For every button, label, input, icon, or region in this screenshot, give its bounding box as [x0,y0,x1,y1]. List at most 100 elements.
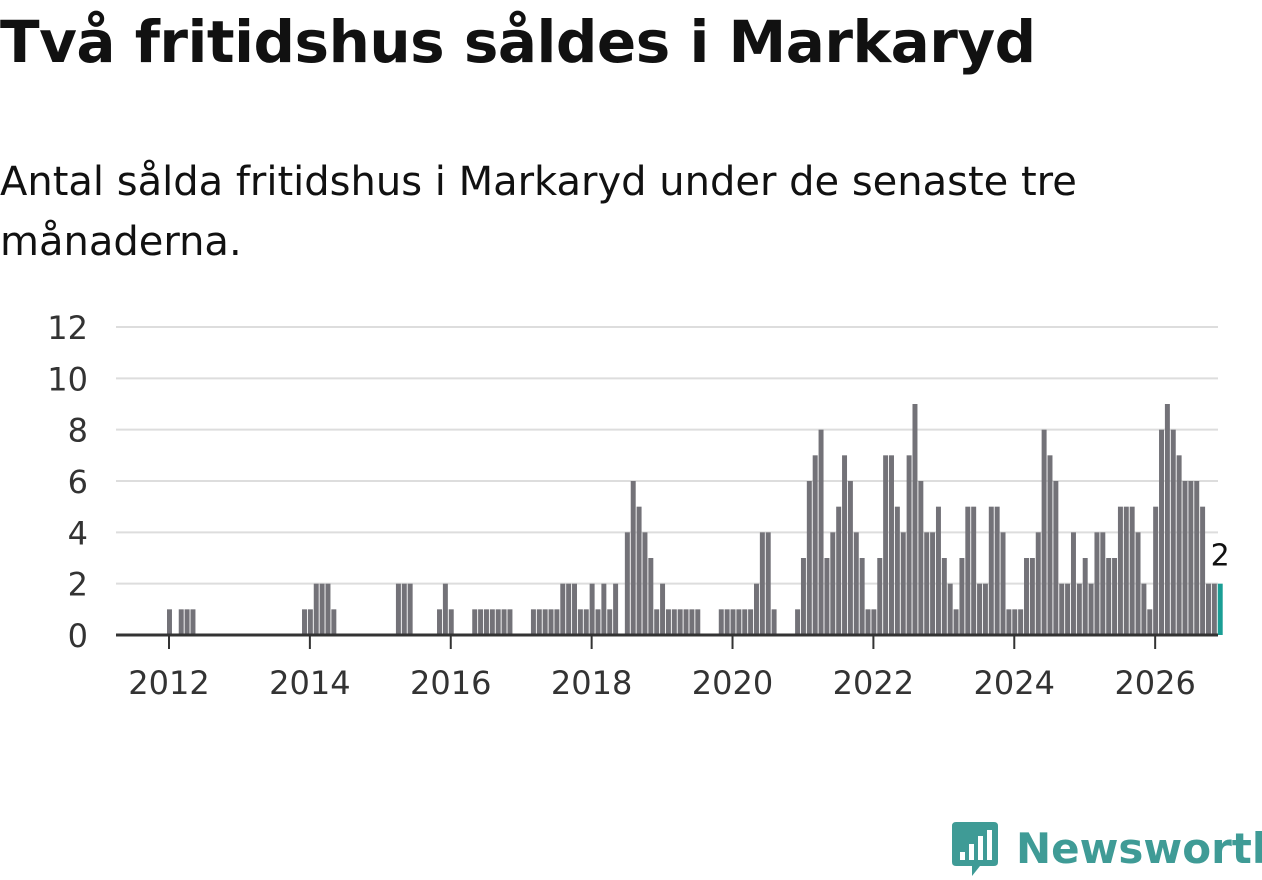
bar [1182,481,1188,635]
bar [1147,609,1153,635]
bar [1018,609,1024,635]
bar [630,481,636,635]
bar [889,455,894,635]
bar-latest [1217,583,1223,635]
y-tick-label-4: 4 [68,514,88,552]
bar [1035,532,1041,635]
bar [677,609,683,635]
bar [1159,429,1164,635]
x-tick-label-2026: 2026 [1114,664,1195,702]
bar [683,609,689,635]
bar [542,609,548,635]
bar [560,583,566,635]
bar [994,506,1000,635]
bar [1153,506,1159,635]
bar [1129,506,1135,635]
bar [853,532,859,635]
bar [448,609,454,635]
grid-lines [116,326,1218,585]
bar [437,609,442,635]
bar [1041,429,1047,635]
bar [859,558,865,635]
bar [1117,506,1123,635]
bar [671,609,677,635]
bar [307,609,313,635]
bar [1112,558,1118,635]
bar [971,506,977,635]
bar [190,609,196,635]
bar [607,609,613,635]
bar [648,558,654,635]
bar [478,609,484,635]
bar [331,609,337,635]
bar [959,558,965,635]
bar [595,609,601,635]
bar [624,532,630,635]
bar [184,609,190,635]
bar [665,609,671,635]
x-tick-label-2020: 2020 [692,664,773,702]
bar [1188,481,1194,635]
bar [583,609,589,635]
bar [636,506,642,635]
bar [718,609,724,635]
x-tick-label-2014: 2014 [269,664,350,702]
y-tick-label-10: 10 [47,360,88,398]
bar [965,506,971,635]
bar [742,609,748,635]
bar [1082,558,1088,635]
bar [642,532,648,635]
newsworthy-logo: Newsworthy [950,816,1262,880]
y-tick-label-12: 12 [47,309,88,347]
bar [1194,481,1200,635]
bar [748,609,754,635]
bars [167,404,1223,635]
bar [1012,609,1018,635]
bar [818,429,824,635]
bar [302,609,307,635]
bar [800,558,806,635]
bar [871,609,877,635]
bar [765,532,771,635]
bar [924,532,930,635]
bar [1047,455,1053,635]
bar [771,609,777,635]
bar [795,609,801,635]
bar [988,506,994,635]
bar [601,583,607,635]
bar [1176,455,1182,635]
bar [977,583,983,635]
x-tick-label-2012: 2012 [128,664,209,702]
latest-value-label: 2 [1211,539,1230,574]
bar [689,609,695,635]
x-tick-label-2018: 2018 [551,664,632,702]
bar [536,609,542,635]
bar [566,583,572,635]
bar [912,404,918,635]
y-tick-label-6: 6 [68,463,88,501]
bar [1059,583,1065,635]
bar [1000,532,1006,635]
bar [407,583,413,635]
bar [442,583,448,635]
bar [395,583,401,635]
bar [824,558,830,635]
chart-subtitle: Antal sålda fritidshus i Markaryd under … [0,159,1077,265]
bar [1088,583,1094,635]
bar [1211,583,1217,635]
bar [812,455,818,635]
bar [894,506,900,635]
bar [1053,481,1059,635]
bar [695,609,701,635]
bar [489,609,495,635]
bar [953,609,959,635]
bar [877,558,883,635]
bar [736,609,742,635]
bar [589,583,595,635]
bar [830,532,836,635]
bar [1029,558,1035,635]
bar [900,532,906,635]
bar [167,609,172,635]
bar [495,609,501,635]
